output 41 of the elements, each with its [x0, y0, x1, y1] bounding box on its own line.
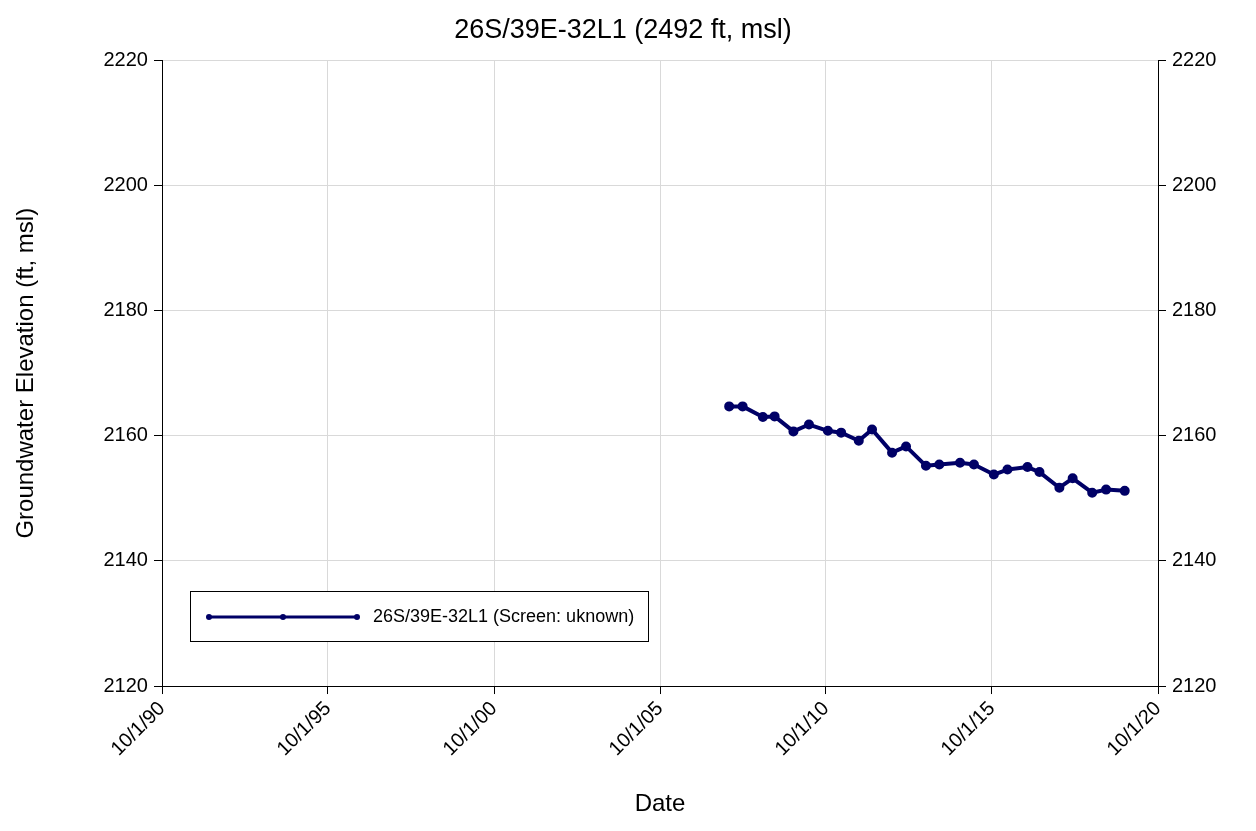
point [836, 427, 847, 438]
y-axis-title: Groundwater Elevation (ft, msl) [11, 207, 39, 539]
y-tick-label: 2140 [103, 548, 148, 571]
point [788, 426, 799, 437]
point [1067, 473, 1078, 484]
y2-tick-label: 2140 [1172, 548, 1217, 571]
point [1054, 482, 1065, 493]
point [1119, 485, 1130, 496]
y-tick-label: 2160 [103, 423, 148, 446]
y2-tick-label: 2220 [1172, 47, 1217, 70]
y2-tick-label: 2180 [1172, 298, 1217, 321]
legend-label: 26S/39E-32L1 (Screen: uknown) [373, 606, 635, 627]
point [1022, 462, 1033, 473]
y-tick-label: 2120 [103, 673, 148, 696]
point [724, 401, 735, 412]
point [853, 435, 864, 446]
point [1101, 484, 1112, 495]
point [867, 424, 878, 435]
point [968, 459, 979, 470]
point [901, 441, 912, 452]
point [1034, 467, 1045, 478]
y2-tick-label: 2120 [1172, 673, 1217, 696]
point [803, 419, 814, 430]
point [822, 425, 833, 436]
y-tick-label: 2200 [103, 173, 148, 196]
y2-tick-label: 2160 [1172, 423, 1217, 446]
point [757, 412, 768, 423]
point [988, 469, 999, 480]
point [887, 447, 898, 458]
point [1002, 464, 1013, 475]
x-axis-title: Date [634, 789, 686, 817]
point [737, 401, 748, 412]
chart-title: 26S/39E-32L1 (2492 ft, msl) [454, 13, 792, 44]
point [1087, 487, 1098, 498]
point [920, 460, 931, 471]
point [769, 411, 780, 422]
point [934, 459, 945, 470]
y-tick-label: 2220 [103, 47, 148, 70]
point [955, 457, 966, 468]
y-tick-label: 2180 [103, 298, 148, 321]
y2-tick-label: 2200 [1172, 173, 1217, 196]
